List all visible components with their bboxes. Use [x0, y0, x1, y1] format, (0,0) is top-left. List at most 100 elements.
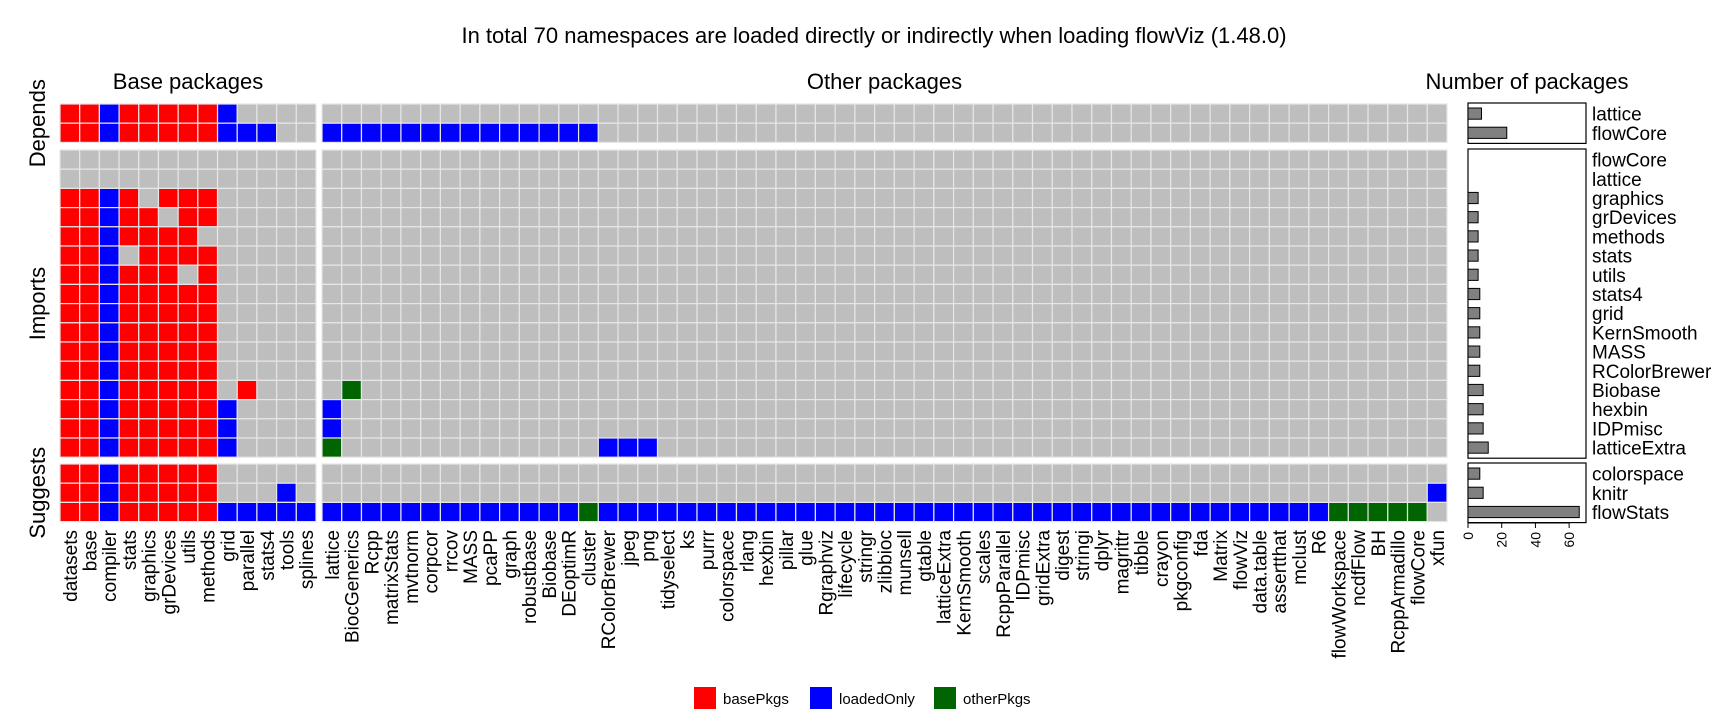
heatmap-cell	[1091, 463, 1113, 484]
heatmap-cell	[933, 245, 955, 266]
heatmap-cell	[1031, 399, 1053, 420]
heatmap-cell	[1406, 360, 1428, 382]
heatmap-cell	[98, 149, 120, 170]
heatmap-cell	[138, 245, 160, 266]
heatmap-cell	[676, 418, 698, 439]
heatmap-cell	[380, 103, 402, 124]
heatmap-cell	[118, 341, 140, 362]
heatmap-cell	[295, 463, 317, 484]
heatmap-cell	[79, 187, 100, 209]
heatmap-cell	[775, 245, 797, 266]
heatmap-cell	[1426, 322, 1448, 343]
heatmap-cell	[380, 379, 402, 401]
heatmap-cell	[716, 418, 738, 439]
heatmap-cell	[439, 418, 461, 439]
row-label: IDPmisc	[1592, 419, 1663, 440]
heatmap-cell	[637, 207, 659, 228]
heatmap-cell	[1268, 360, 1290, 382]
heatmap-cell	[558, 168, 580, 189]
heatmap-cell	[236, 226, 258, 247]
heatmap-cell	[98, 264, 120, 286]
heatmap-cell	[854, 245, 876, 266]
heatmap-cell	[341, 463, 363, 484]
heatmap-cell	[834, 322, 856, 343]
heatmap-cell	[499, 187, 520, 209]
heatmap-cell	[1031, 437, 1053, 458]
heatmap-cell	[933, 379, 955, 401]
column-label: colorspace	[718, 530, 739, 622]
heatmap-cell	[1308, 322, 1330, 343]
heatmap-cell	[696, 226, 718, 247]
heatmap-cell	[341, 103, 363, 124]
heatmap-cell	[380, 399, 402, 420]
heatmap-cell	[1367, 501, 1389, 523]
heatmap-cell	[617, 379, 639, 401]
heatmap-cell	[795, 322, 817, 343]
heatmap-cell	[1426, 103, 1448, 124]
column-label: data.table	[1251, 530, 1272, 613]
heatmap-cell	[236, 187, 258, 209]
heatmap-cell	[420, 168, 442, 189]
heatmap-cell	[518, 482, 540, 504]
column-label: splines	[297, 530, 318, 589]
bar-axis: 0 20 40 60	[1460, 522, 1577, 548]
heatmap-cell	[479, 187, 501, 209]
panel-titles: Base packages Other packages Number of pac…	[113, 69, 1629, 94]
count-bar	[1467, 486, 1484, 499]
heatmap-cell	[558, 245, 580, 266]
heatmap-cell	[1051, 437, 1073, 458]
heatmap-cell	[236, 283, 258, 305]
heatmap-cell	[854, 322, 876, 343]
heatmap-cell	[499, 103, 520, 124]
heatmap-cell	[479, 168, 501, 189]
heatmap-cell	[1130, 501, 1152, 523]
heatmap-cell	[834, 418, 856, 439]
heatmap-cell	[1387, 283, 1409, 305]
heatmap-cell	[1347, 360, 1369, 382]
heatmap-cell	[577, 437, 599, 458]
heatmap-cell	[360, 360, 382, 382]
heatmap-cell	[1170, 482, 1192, 504]
heatmap-cell	[913, 322, 935, 343]
heatmap-cell	[992, 283, 1014, 305]
heatmap-cell	[138, 149, 160, 170]
heatmap-cell	[295, 303, 317, 324]
heatmap-cell	[1170, 418, 1192, 439]
count-bar	[1467, 211, 1479, 224]
heatmap-cell	[1308, 283, 1330, 305]
heatmap-cell	[1209, 501, 1231, 523]
heatmap-cell	[499, 322, 520, 343]
heatmap-cell	[735, 122, 757, 143]
heatmap-cell	[1189, 418, 1211, 439]
column-label: parallel	[238, 530, 259, 591]
heatmap-cell	[236, 245, 258, 266]
heatmap-cell	[157, 463, 179, 484]
heatmap-cell	[716, 501, 738, 523]
heatmap-cell	[518, 122, 540, 143]
heatmap-cell	[1327, 264, 1349, 286]
column-label: jpeg	[619, 530, 640, 567]
heatmap-cell	[1071, 264, 1093, 286]
heatmap-cell	[459, 399, 481, 420]
heatmap-cell	[1367, 482, 1389, 504]
heatmap-cell	[1051, 379, 1073, 401]
heatmap-cell	[360, 482, 382, 504]
heatmap-cell	[1051, 103, 1073, 124]
heatmap-cell	[538, 226, 560, 247]
heatmap-cell	[321, 283, 343, 305]
heatmap-cell	[1170, 463, 1192, 484]
heatmap-cell	[1130, 245, 1152, 266]
heatmap-cell	[893, 207, 915, 228]
heatmap-cell	[256, 418, 278, 439]
heatmap-cell	[1387, 168, 1409, 189]
heatmap-cell	[696, 437, 718, 458]
heatmap-cell	[518, 264, 540, 286]
heatmap-cell	[874, 463, 895, 484]
heatmap-cell	[276, 379, 297, 401]
heatmap-cell	[893, 226, 915, 247]
legend-label: otherPkgs	[963, 691, 1031, 708]
heatmap-cell	[1189, 168, 1211, 189]
heatmap-cell	[256, 226, 278, 247]
heatmap-cell	[1426, 482, 1448, 504]
heatmap-cell	[1071, 418, 1093, 439]
